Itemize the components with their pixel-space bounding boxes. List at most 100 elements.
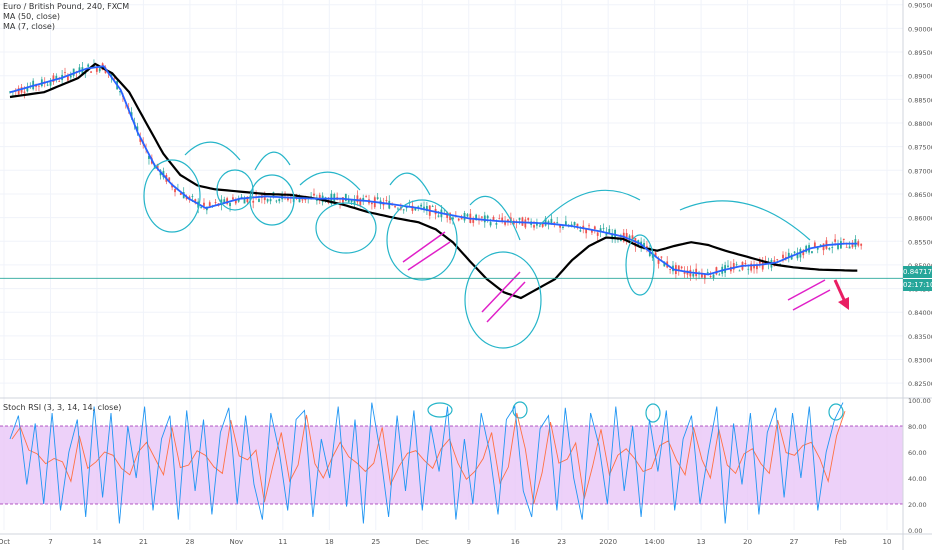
candle-body bbox=[46, 84, 49, 86]
channel-upper bbox=[402, 231, 446, 263]
candle-body bbox=[483, 215, 486, 223]
candle-body bbox=[489, 222, 492, 226]
candle-body bbox=[533, 225, 535, 228]
candle-body bbox=[376, 197, 379, 199]
candle-body bbox=[805, 245, 808, 253]
ma50-legend[interactable]: MA (50, close) bbox=[3, 12, 61, 21]
candle-body bbox=[547, 221, 550, 224]
candle-body bbox=[495, 223, 498, 225]
x-tick-label: 21 bbox=[139, 538, 148, 546]
candle-body bbox=[353, 199, 356, 205]
candle-body bbox=[625, 233, 628, 240]
candle-body bbox=[541, 221, 544, 227]
candle-body bbox=[813, 242, 816, 248]
annotation-circle bbox=[143, 159, 201, 233]
candle-body bbox=[785, 256, 787, 258]
stoch-rsi-legend[interactable]: Stoch RSI (3, 3, 14, 14, close) bbox=[3, 403, 122, 412]
candle-body bbox=[756, 265, 758, 270]
y-tick-label: 0.82500 bbox=[908, 380, 932, 388]
candle-body bbox=[776, 259, 779, 260]
candle-body bbox=[298, 198, 301, 203]
candle-body bbox=[802, 250, 805, 256]
down-arrow bbox=[833, 279, 847, 303]
x-tick-label: 9 bbox=[467, 538, 471, 546]
candle-body bbox=[315, 199, 318, 201]
candle-body bbox=[318, 194, 321, 200]
candle-body bbox=[87, 64, 90, 67]
candle-body bbox=[223, 199, 226, 204]
ma7-line bbox=[9, 65, 858, 276]
candle-body bbox=[848, 246, 851, 249]
candle-body bbox=[359, 198, 362, 206]
x-tick-label: 14:00 bbox=[645, 538, 665, 546]
candle-body bbox=[845, 246, 848, 248]
candle-body bbox=[643, 242, 645, 249]
candle-body bbox=[562, 226, 564, 228]
candle-body bbox=[266, 199, 269, 202]
symbol-legend[interactable]: Euro / British Pound, 240, FXCM bbox=[3, 2, 130, 11]
x-tick-label: Feb bbox=[834, 538, 847, 546]
candle-body bbox=[486, 215, 489, 219]
candle-body bbox=[203, 202, 205, 206]
candle-body bbox=[240, 196, 243, 198]
candle-body bbox=[365, 196, 368, 197]
candle-body bbox=[718, 274, 721, 276]
candle-body bbox=[608, 229, 611, 234]
candle-body bbox=[17, 88, 20, 95]
annotation-arc bbox=[389, 172, 431, 196]
candle-body bbox=[475, 214, 478, 220]
moving-average-lines bbox=[9, 62, 858, 300]
candle-body bbox=[782, 254, 784, 259]
rsi-y-tick-label: 100.00 bbox=[908, 397, 931, 405]
candle-body bbox=[200, 207, 202, 208]
down-arrowhead bbox=[838, 297, 849, 310]
x-tick-label: 13 bbox=[697, 538, 706, 546]
candle-body bbox=[556, 222, 559, 223]
candle-body bbox=[732, 263, 735, 270]
annotation-arc bbox=[184, 141, 241, 161]
candle-body bbox=[437, 215, 440, 217]
candle-body bbox=[573, 222, 576, 226]
candle-body bbox=[611, 233, 614, 240]
candle-body bbox=[426, 206, 428, 212]
annotation-circle bbox=[464, 251, 542, 349]
x-tick-label: 14 bbox=[92, 538, 101, 546]
candle-body bbox=[550, 218, 553, 225]
candle-body bbox=[226, 198, 229, 204]
stoch-rsi-d-line bbox=[11, 410, 846, 505]
ma7-legend[interactable]: MA (7, close) bbox=[3, 22, 55, 31]
annotation-circle bbox=[625, 234, 655, 296]
candle-body bbox=[26, 88, 29, 92]
candle-body bbox=[156, 164, 159, 169]
candle-body bbox=[95, 67, 98, 72]
candle-body bbox=[481, 216, 483, 218]
candle-body bbox=[287, 197, 289, 201]
candle-body bbox=[252, 200, 255, 203]
current-price-tag: 0.84717 bbox=[903, 266, 932, 279]
rsi-annotation-circle bbox=[427, 402, 453, 418]
candle-body bbox=[579, 230, 582, 232]
candle-body bbox=[342, 197, 344, 204]
candle-body bbox=[463, 212, 466, 221]
candle-body bbox=[796, 252, 799, 259]
candle-body bbox=[313, 193, 315, 196]
candle-body bbox=[761, 261, 764, 270]
candle-body bbox=[179, 193, 182, 195]
x-tick-label: 28 bbox=[185, 538, 194, 546]
candle-body bbox=[431, 206, 434, 208]
candle-body bbox=[58, 81, 61, 82]
x-tick-label: 18 bbox=[325, 538, 334, 546]
candle-body bbox=[524, 219, 527, 228]
candle-body bbox=[527, 217, 530, 220]
candle-body bbox=[188, 196, 191, 200]
candle-body bbox=[136, 126, 139, 132]
